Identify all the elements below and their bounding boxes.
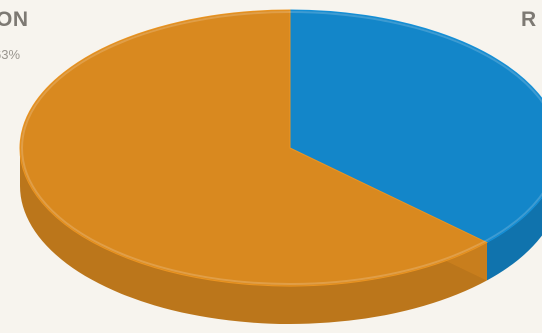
- slice-label-right: R: [521, 8, 537, 31]
- pie-slice-r: [289, 9, 542, 244]
- pie-rim-highlight: [21, 11, 542, 285]
- slice-label-left: ON: [0, 8, 29, 31]
- pie-slice-on: [19, 9, 488, 287]
- slice-value-left: 63%: [0, 47, 21, 62]
- pie-slice-side-r: [486, 197, 542, 281]
